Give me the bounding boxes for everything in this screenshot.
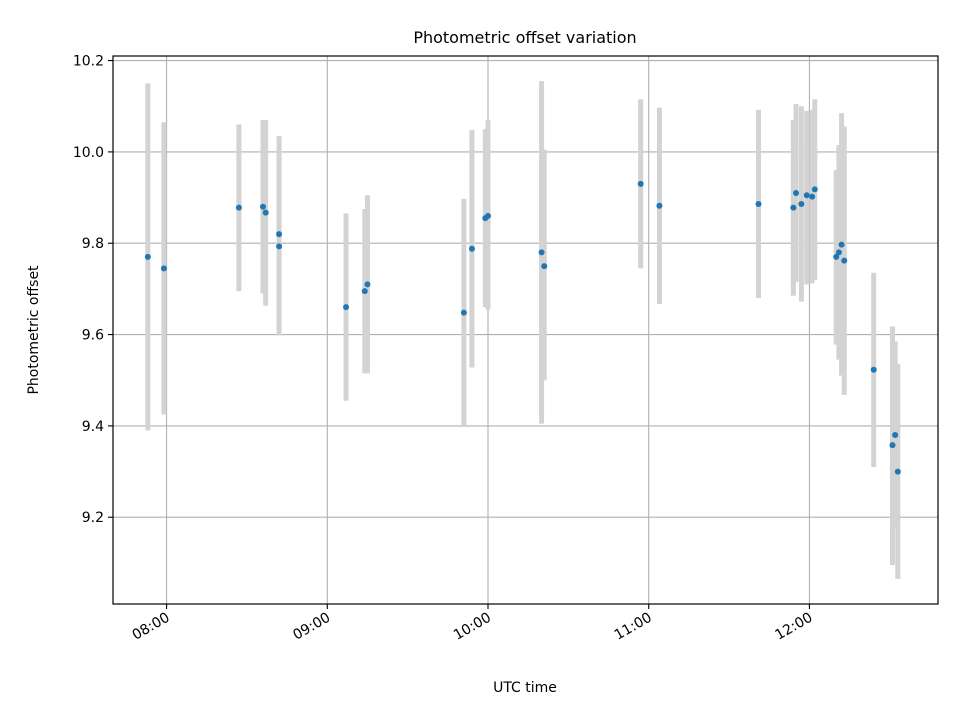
data-point xyxy=(637,180,644,187)
data-point xyxy=(656,202,663,209)
data-point xyxy=(889,442,896,449)
data-point xyxy=(160,265,167,272)
data-point xyxy=(803,192,810,199)
data-point xyxy=(276,243,283,250)
y-tick-label: 10.2 xyxy=(73,54,104,70)
y-axis-ticks: 9.2 9.4 9.6 9.8 10.0 10.2 xyxy=(73,54,113,526)
data-point xyxy=(798,200,805,207)
data-point xyxy=(793,190,800,196)
data-point xyxy=(790,204,797,211)
data-point xyxy=(364,281,371,288)
data-point xyxy=(835,249,842,256)
data-point xyxy=(892,432,899,439)
data-point xyxy=(235,204,242,211)
data-point xyxy=(144,253,151,260)
data-point xyxy=(541,263,548,270)
y-tick-label: 9.8 xyxy=(82,236,104,252)
data-point xyxy=(460,309,467,316)
data-point xyxy=(841,257,848,264)
data-point xyxy=(260,203,266,210)
data-point xyxy=(276,231,283,238)
y-tick-label: 9.4 xyxy=(82,419,104,435)
chart-title: Photometric offset variation xyxy=(413,28,636,47)
data-point xyxy=(755,200,762,207)
data-point xyxy=(894,468,901,475)
y-tick-label: 10.0 xyxy=(73,145,104,161)
plot-frame xyxy=(112,55,939,605)
data-point xyxy=(833,253,840,260)
y-tick-label: 9.6 xyxy=(82,328,104,344)
data-point xyxy=(870,366,877,373)
y-axis-label: Photometric offset xyxy=(26,265,42,395)
data-markers xyxy=(144,180,901,475)
data-point xyxy=(361,288,368,295)
data-point xyxy=(811,186,818,193)
data-point xyxy=(343,304,350,311)
data-point xyxy=(838,241,845,248)
data-point xyxy=(468,245,475,252)
y-tick-label: 9.2 xyxy=(82,510,104,526)
data-point xyxy=(262,209,269,216)
data-point xyxy=(538,249,545,256)
data-point xyxy=(485,212,491,219)
data-point xyxy=(809,193,816,200)
x-axis-label: UTC time xyxy=(493,680,557,696)
